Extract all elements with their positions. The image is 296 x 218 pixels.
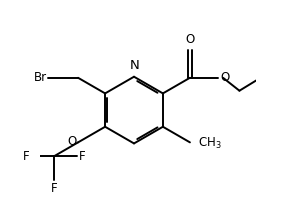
Text: O: O — [185, 33, 194, 46]
Text: Br: Br — [34, 71, 47, 84]
Text: CH$_3$: CH$_3$ — [198, 136, 222, 151]
Text: O: O — [221, 71, 230, 84]
Text: F: F — [50, 182, 57, 195]
Text: F: F — [22, 150, 29, 163]
Text: O: O — [68, 135, 77, 148]
Text: F: F — [78, 150, 85, 163]
Text: N: N — [130, 59, 140, 72]
